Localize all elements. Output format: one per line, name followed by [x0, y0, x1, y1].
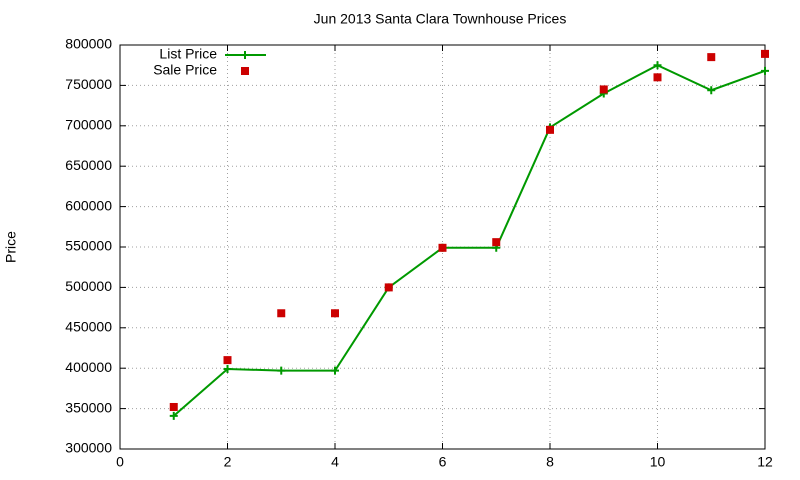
data-point [599, 85, 608, 94]
series-line [173, 64, 766, 417]
legend-marker [241, 67, 249, 75]
y-tick-label: 300000 [65, 440, 112, 456]
y-tick-label: 500000 [65, 278, 112, 294]
data-point [223, 365, 232, 374]
data-point [653, 61, 662, 70]
y-tick-label: 650000 [65, 157, 112, 173]
x-tick-label: 6 [439, 454, 447, 470]
y-tick-label: 450000 [65, 319, 112, 335]
y-tick-label: 600000 [65, 197, 112, 213]
y-tick-label: 700000 [65, 117, 112, 133]
legend-label: List Price [159, 46, 217, 62]
data-point [277, 366, 286, 375]
x-tick-label: 2 [224, 454, 232, 470]
x-tick-label: 8 [546, 454, 554, 470]
data-point [653, 73, 662, 82]
y-tick-label: 800000 [65, 36, 112, 52]
x-tick-label: 10 [650, 454, 666, 470]
x-tick-label: 4 [331, 454, 339, 470]
data-point [169, 411, 178, 420]
data-point [761, 49, 769, 58]
data-point [223, 356, 232, 365]
data-point [546, 125, 554, 134]
y-tick-label: 550000 [65, 238, 112, 254]
y-tick-label: 750000 [65, 76, 112, 92]
x-tick-label: 12 [757, 454, 773, 470]
legend-label: Sale Price [153, 62, 217, 78]
data-point [331, 309, 339, 318]
data-point [277, 309, 286, 318]
data-point [331, 366, 339, 375]
data-point [169, 402, 178, 411]
plot-frame [119, 44, 766, 450]
chart-title: Jun 2013 Santa Clara Townhouse Prices [314, 11, 567, 27]
y-tick-label: 400000 [65, 359, 112, 375]
data-point [384, 283, 393, 292]
y-tick-label: 350000 [65, 399, 112, 415]
data-point [707, 86, 716, 95]
y-axis-label: Price [3, 231, 19, 263]
legend-marker [241, 51, 249, 59]
data-point [492, 238, 501, 247]
data-point [761, 66, 769, 75]
data-point [707, 53, 716, 62]
data-point [438, 243, 447, 252]
x-tick-label: 0 [116, 454, 124, 470]
